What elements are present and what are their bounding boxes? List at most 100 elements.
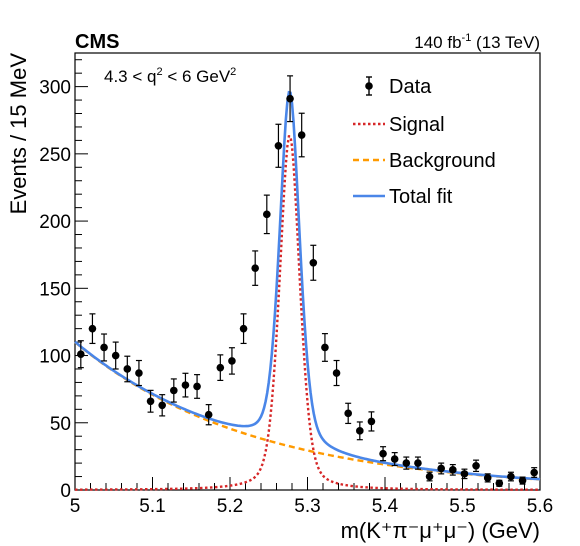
axis-tick-labels: 5 5.1 5.2 5.3 5.4 5.5 5.6 0 50 100 150 200 250 300 [39,78,553,517]
legend-total-label: Total fit [389,186,453,208]
data-marker [263,210,271,219]
data-point [88,313,97,345]
x-tick-label: 5.4 [372,496,399,517]
data-point [402,456,411,470]
data-marker [216,363,225,372]
data-point [216,354,225,382]
legend: Data Signal Background Total fit [353,76,496,208]
data-point [356,421,364,441]
data-marker [332,369,341,377]
data-point [193,374,201,399]
data-point [483,473,492,483]
data-marker [274,141,283,150]
legend-signal-label: Signal [389,114,445,136]
data-point [146,389,155,413]
data-point [297,112,306,158]
data-marker [472,461,480,470]
data-point [111,341,120,370]
data-marker [437,464,445,473]
data-point [181,372,190,398]
data-point [344,402,352,425]
data-point [228,347,236,375]
q2-region-label: 4.3 < q2 < 6 GeV2 [104,66,236,86]
data-point [530,467,538,478]
y-axis-title: Events / 15 MeV [6,53,31,215]
data-marker [518,476,527,485]
data-point [274,123,283,168]
data-marker [356,427,364,435]
data-point [460,468,469,480]
y-tick-label: 150 [39,279,71,300]
data-marker [449,466,457,474]
data-marker [286,94,294,103]
data-marker [483,474,492,482]
data-marker [100,343,108,352]
data-point [425,471,434,482]
data-marker [170,386,178,395]
x-tick-label: 5.6 [527,496,553,517]
data-point [367,411,376,432]
data-point [263,194,271,235]
data-point [379,446,387,462]
data-point [251,250,259,286]
legend-background-label: Background [389,150,496,172]
data-point [135,359,143,387]
data-point [170,378,178,403]
data-marker [414,459,422,467]
y-tick-label: 100 [39,347,71,368]
x-tick-label: 5 [70,496,81,517]
y-tick-label: 250 [39,145,71,166]
luminosity-label: 140 fb-1 (13 TeV) [414,32,540,52]
data-marker [77,350,85,358]
data-marker [88,324,97,333]
data-point [239,313,248,345]
legend-data-marker [365,82,373,90]
legend-entry-signal: Signal [353,114,445,136]
data-point [518,476,527,485]
data-point [449,463,457,476]
data-marker [239,324,248,333]
data-marker [146,397,155,406]
data-point [123,355,132,383]
y-tick-label: 300 [39,78,71,99]
y-tick-label: 50 [50,414,71,435]
legend-data-label: Data [389,76,432,98]
legend-entry-total: Total fit [353,186,453,208]
data-point [321,333,329,362]
data-marker [344,409,352,418]
data-point [158,394,166,417]
data-marker [251,264,259,272]
data-marker [193,382,201,391]
data-point [309,244,318,281]
data-point [437,462,445,475]
data-marker [495,479,504,488]
plot-frame [74,52,541,491]
data-marker [321,343,329,352]
x-tick-label: 5.5 [449,496,475,517]
data-points [77,75,538,488]
data-marker [297,131,306,139]
y-tick-label: 0 [60,481,71,502]
y-tick-label: 200 [39,212,71,233]
experiment-label: CMS [75,31,119,53]
data-marker [390,455,399,463]
data-point [204,404,213,426]
x-tick-label: 5.2 [217,496,243,517]
data-point [286,75,294,123]
data-marker [507,472,515,481]
data-marker [309,258,318,267]
axis-ticks [74,59,541,491]
data-marker [181,381,190,389]
data-marker [530,468,538,477]
data-point [472,459,480,473]
data-marker [204,410,213,419]
data-point [100,333,108,362]
data-point [414,456,422,470]
data-point [390,452,399,467]
data-marker [402,459,411,467]
data-marker [367,417,376,426]
signal-curve [74,135,541,491]
data-marker [460,470,469,478]
data-point [507,471,515,482]
